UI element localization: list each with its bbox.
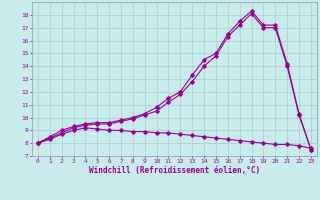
X-axis label: Windchill (Refroidissement éolien,°C): Windchill (Refroidissement éolien,°C) [89, 166, 260, 175]
